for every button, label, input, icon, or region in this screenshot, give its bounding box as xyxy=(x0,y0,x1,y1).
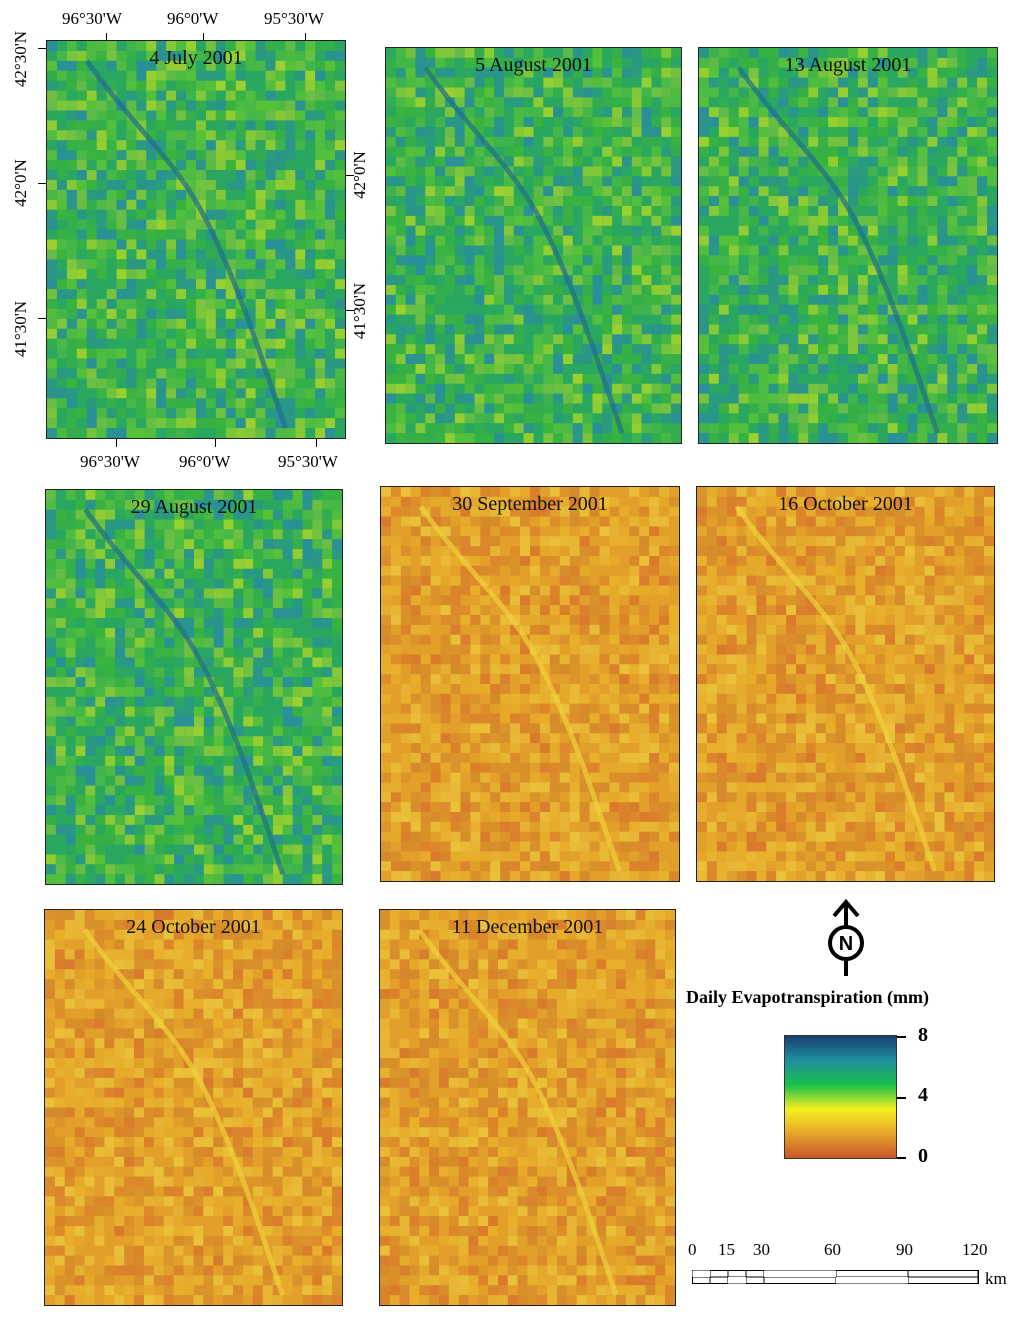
lon-label-top: 95°30'W xyxy=(264,9,324,28)
et-map-raster xyxy=(697,487,994,881)
scale-label: 0 xyxy=(688,1240,697,1259)
tick-mark xyxy=(38,318,46,319)
panel-title: 16 October 2001 xyxy=(778,493,913,515)
et-map-raster xyxy=(45,910,342,1305)
panel-title: 4 July 2001 xyxy=(149,47,243,69)
map-panel-4-july-2001: 4 July 2001 xyxy=(46,40,346,439)
tick-mark xyxy=(38,183,46,184)
scale-label: 120 xyxy=(962,1240,988,1259)
lon-label-bottom: 96°0'W xyxy=(179,452,231,471)
map-panel-24-october-2001: 24 October 2001 xyxy=(44,909,343,1306)
legend-max-label: 8 xyxy=(918,1024,928,1046)
color-ramp xyxy=(784,1035,897,1159)
tick-mark xyxy=(346,175,354,176)
lon-label-bottom: 96°30'W xyxy=(80,452,140,471)
panel-title: 11 December 2001 xyxy=(451,916,604,938)
tick-mark xyxy=(106,33,107,40)
scale-unit: km xyxy=(985,1269,1007,1288)
et-map-raster xyxy=(380,910,675,1305)
map-panel-30-september-2001: 30 September 2001 xyxy=(380,486,680,882)
lon-label-top: 96°30'W xyxy=(62,9,122,28)
tick-mark xyxy=(897,1097,906,1099)
tick-mark xyxy=(116,439,117,447)
tick-mark xyxy=(346,310,354,311)
tick-mark xyxy=(38,48,46,49)
et-map-raster xyxy=(386,48,681,443)
legend-title: Daily Evapotranspiration (mm) xyxy=(686,987,929,1007)
lon-label-bottom: 95°30'W xyxy=(278,452,338,471)
map-panel-29-august-2001: 29 August 2001 xyxy=(45,489,343,885)
panel-title: 30 September 2001 xyxy=(452,493,608,515)
lat-label-left: 41°30'N xyxy=(11,300,30,358)
tick-mark xyxy=(305,33,306,40)
north-arrow-icon: N xyxy=(828,898,864,976)
map-panel-5-august-2001: 5 August 2001 xyxy=(385,47,682,444)
lat-label-left: 42°0'N xyxy=(11,159,30,207)
legend-min-label: 0 xyxy=(918,1145,928,1167)
tick-mark xyxy=(897,1157,906,1159)
tick-mark xyxy=(897,1036,906,1038)
scale-bar xyxy=(692,1270,979,1284)
scale-label: 60 xyxy=(824,1240,841,1259)
tick-mark xyxy=(215,439,216,447)
lat-label-right: 41°30'N xyxy=(350,282,369,340)
map-panel-11-december-2001: 11 December 2001 xyxy=(379,909,676,1306)
tick-mark xyxy=(203,33,204,40)
lat-label-left: 42°30'N xyxy=(11,30,30,88)
panel-title: 5 August 2001 xyxy=(475,54,592,76)
scale-label: 90 xyxy=(896,1240,913,1259)
et-map-raster xyxy=(47,41,345,438)
scale-label: 30 xyxy=(753,1240,770,1259)
panel-title: 29 August 2001 xyxy=(130,496,258,518)
map-panel-13-august-2001: 13 August 2001 xyxy=(698,47,998,444)
panel-title: 13 August 2001 xyxy=(784,54,912,76)
lon-label-top: 96°0'W xyxy=(167,9,219,28)
et-map-raster xyxy=(46,490,342,884)
et-map-raster xyxy=(699,48,997,443)
map-panel-16-october-2001: 16 October 2001 xyxy=(696,486,995,882)
tick-mark xyxy=(316,439,317,447)
north-letter: N xyxy=(839,933,853,955)
panel-title: 24 October 2001 xyxy=(126,916,261,938)
scale-label: 15 xyxy=(718,1240,735,1259)
legend-mid-label: 4 xyxy=(918,1084,928,1106)
et-map-raster xyxy=(381,487,679,881)
